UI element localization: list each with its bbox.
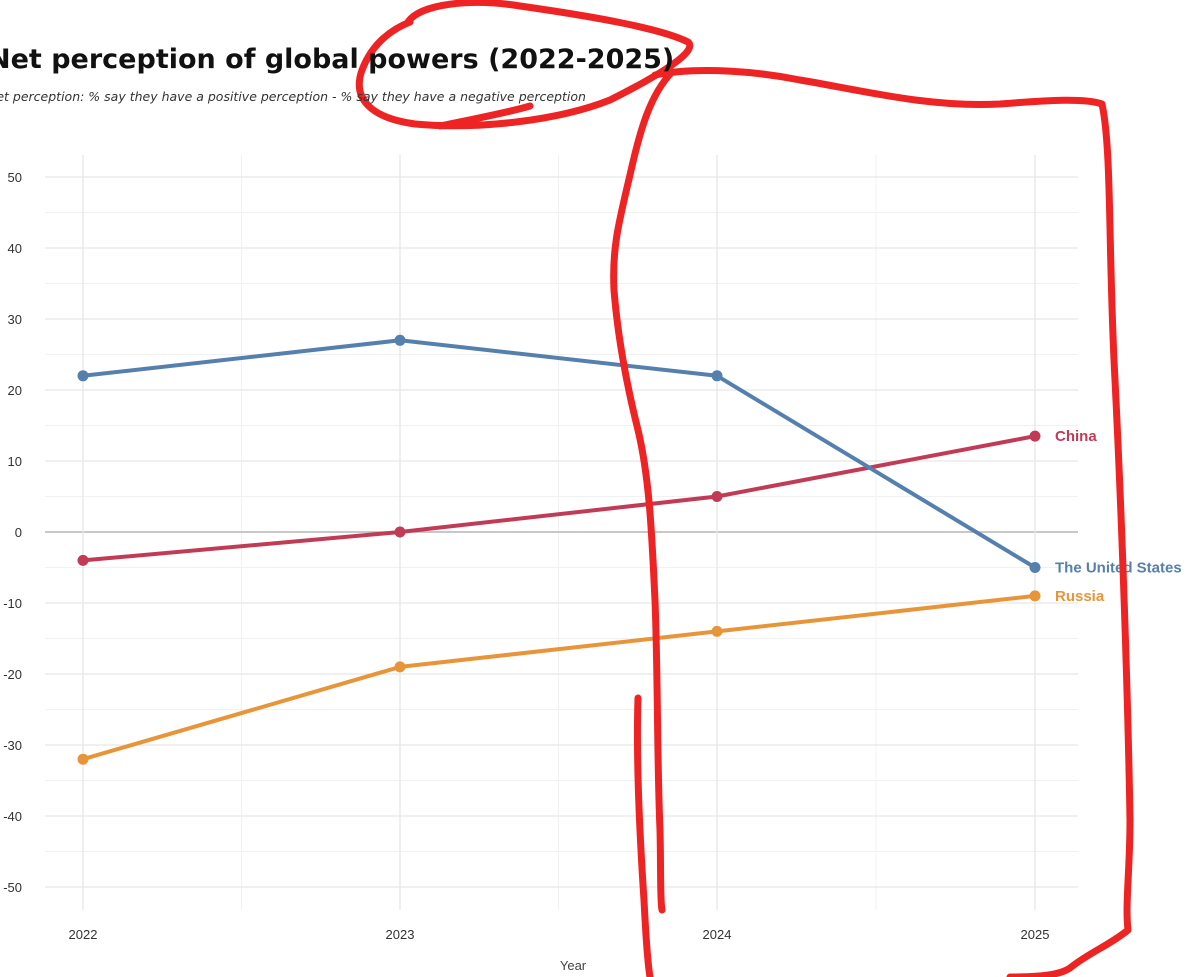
y-tick-label: -10: [3, 596, 22, 611]
x-tick-label: 2025: [1021, 927, 1050, 942]
annotation-rectangle-left-lower: [633, 694, 654, 977]
series-russia: [77, 590, 1041, 765]
data-point[interactable]: [1029, 562, 1041, 573]
y-tick-label: -30: [3, 738, 22, 753]
y-tick-label: 20: [8, 383, 22, 398]
series-the-united-states: [77, 334, 1041, 573]
y-tick-label: 30: [8, 312, 22, 327]
series-layer: [77, 334, 1041, 765]
data-point[interactable]: [394, 526, 406, 538]
series-line: [81, 434, 1037, 563]
annotations: [355, 0, 1134, 977]
x-tick-label: 2024: [703, 927, 732, 942]
annotation-circle: [355, 0, 694, 130]
series-label: China: [1055, 428, 1097, 445]
annotation-rectangle-left: [610, 68, 676, 914]
data-point[interactable]: [77, 554, 89, 566]
gridlines: [45, 155, 1078, 910]
data-point[interactable]: [1029, 590, 1041, 602]
data-point[interactable]: [711, 491, 723, 502]
y-tick-label: 10: [8, 454, 22, 469]
series-label: The United States: [1055, 560, 1182, 577]
data-point[interactable]: [77, 370, 89, 382]
data-point[interactable]: [711, 370, 723, 382]
series-line: [81, 593, 1037, 762]
data-point[interactable]: [394, 661, 406, 673]
data-point[interactable]: [1029, 430, 1041, 442]
series-china: [77, 430, 1041, 566]
chart-title: Net perception of global powers (2022-20…: [0, 44, 674, 75]
chart-subtitle: Net perception: % say they have a positi…: [0, 89, 586, 104]
data-point[interactable]: [394, 334, 406, 346]
y-tick-label: -50: [3, 880, 22, 895]
x-tick-label: 2022: [69, 927, 98, 942]
series-label: Russia: [1055, 588, 1105, 605]
annotation-rectangle-right: [651, 67, 1134, 977]
series-line: [81, 338, 1037, 570]
data-point[interactable]: [711, 625, 723, 637]
x-axis-label: Year: [560, 958, 587, 973]
y-tick-label: 0: [15, 525, 22, 540]
data-point[interactable]: [77, 753, 89, 765]
y-tick-label: 40: [8, 241, 22, 256]
y-tick-label: 50: [8, 170, 22, 185]
axes: 50 40 30 20 10 0 -10 -20 -30 -40 -50 2022 2023 2024 20…: [3, 170, 1049, 942]
y-tick-label: -40: [3, 809, 22, 824]
x-tick-label: 2023: [386, 927, 415, 942]
y-tick-label: -20: [3, 667, 22, 682]
labels: The United States China Russia: [1055, 428, 1182, 605]
